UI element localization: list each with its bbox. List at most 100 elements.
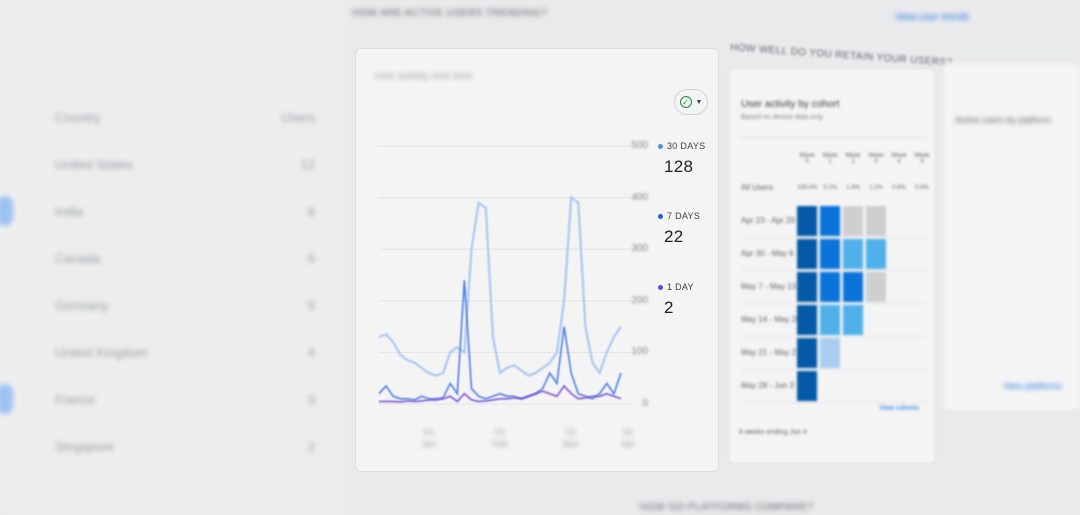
y-tick-label: 0 (642, 398, 648, 409)
series-line-7-days (378, 280, 622, 401)
cohort-cell[interactable] (843, 206, 863, 236)
section-title-platforms: How do platforms compare? (640, 502, 814, 513)
x-tick-day: 01 (623, 427, 634, 437)
sidebar-row-label: Canada (55, 251, 101, 266)
series-line-1-day (379, 384, 622, 403)
cohort-cell[interactable] (820, 338, 840, 368)
cohort-cell[interactable] (866, 239, 886, 269)
cohort-cell[interactable] (820, 206, 840, 236)
cohort-cell[interactable] (866, 206, 886, 236)
cohort-column-header: Week 4 (891, 153, 907, 165)
cohort-all-users-value: 3.1% (823, 185, 837, 191)
cohort-cell[interactable] (843, 272, 863, 302)
sidebar-row-label: Germany (55, 298, 109, 313)
legend-dot-icon (658, 144, 663, 150)
x-tick-label: 01 Apr (613, 426, 643, 450)
cohort-cell[interactable] (797, 371, 817, 401)
sidebar-indicator (0, 196, 13, 226)
cohort-column-header: Week 5 (914, 153, 930, 165)
sidebar-row[interactable]: Singapore 2 (55, 439, 315, 454)
cohort-subtitle: Based on device data only (741, 114, 824, 121)
cohort-footer: 6 weeks ending Jun 4 (739, 429, 807, 436)
sidebar-indicator (0, 384, 13, 414)
cohort-cell[interactable] (820, 239, 840, 269)
cohort-cell[interactable] (843, 305, 863, 335)
series-line-30-days (378, 195, 622, 377)
sidebar: Country Users United States 12 India 8 Canada 6… (0, 0, 345, 515)
y-tick-label: 200 (631, 294, 648, 306)
view-cohorts-link[interactable]: View cohorts (879, 405, 919, 412)
cohort-row-label: May 7 - May 13 (741, 282, 797, 291)
cohort-column-header: Week 0 (799, 153, 815, 165)
divider (741, 237, 926, 238)
cohort-cell[interactable] (820, 272, 840, 302)
legend-dot-icon (658, 214, 663, 220)
legend-label-text: 1 DAY (667, 282, 694, 292)
cohort-all-users-value: 1.1% (869, 185, 883, 191)
divider (741, 402, 926, 403)
x-tick-label: 01 Mar (556, 426, 586, 450)
sidebar-row-label: Singapore (55, 439, 115, 454)
sidebar-row-value: 6 (307, 251, 315, 266)
sidebar-row-label: India (55, 204, 84, 219)
sidebar-row[interactable]: United Kingdom 4 (55, 345, 315, 360)
check-circle-icon: ✓ (679, 96, 692, 108)
x-tick-label: 01 Feb (485, 426, 515, 450)
cohort-cell[interactable] (797, 206, 817, 236)
cohort-all-users-value: 0.6% (892, 185, 906, 191)
cohort-row-label: Apr 23 - Apr 29 (741, 216, 795, 225)
legend-item: 30 DAYS 128 (658, 141, 705, 177)
sidebar-row-label: United Kingdom (55, 345, 148, 360)
divider (741, 303, 926, 304)
cohort-column-header: Week 2 (845, 153, 861, 165)
cohort-cell[interactable] (866, 272, 886, 302)
cohort-cell[interactable] (843, 239, 863, 269)
chart-title: User activity over time (374, 71, 473, 82)
sidebar-row[interactable]: United States 12 (55, 157, 315, 172)
legend-dot-icon (658, 285, 663, 291)
legend-label-text: 7 DAYS (667, 211, 701, 221)
sidebar-row[interactable]: France 3 (0, 384, 315, 414)
sidebar-row-value: 8 (307, 204, 315, 219)
view-platforms-link[interactable]: View platforms (1003, 381, 1062, 391)
sidebar-row[interactable]: Country Users (55, 110, 315, 125)
legend-label: 7 DAYS (658, 211, 700, 221)
divider (741, 137, 926, 138)
sidebar-row-label: United States (55, 157, 134, 172)
line-chart (378, 145, 631, 405)
cohort-column-header: Week 3 (868, 153, 884, 165)
sidebar-row-value: 4 (307, 345, 315, 360)
legend-value: 2 (664, 298, 674, 317)
cohort-all-users-value: 100.0% (797, 185, 818, 191)
divider (741, 369, 926, 370)
legend-label: 1 DAY (658, 282, 694, 292)
sidebar-row[interactable]: Germany 5 (55, 298, 315, 313)
cohort-cell[interactable] (797, 239, 817, 269)
cohort-cell[interactable] (797, 338, 817, 368)
x-tick-day: 01 (423, 427, 434, 437)
x-tick-day: 01 (494, 427, 505, 437)
cohort-row-label: All Users (741, 183, 774, 192)
cohort-cell[interactable] (797, 272, 817, 302)
legend-value: 22 (664, 227, 684, 246)
y-tick-label: 400 (631, 191, 648, 203)
cohort-cell[interactable] (820, 305, 840, 335)
cohort-card: User activity by cohort Based on device … (728, 68, 936, 464)
x-tick-month: Feb (492, 439, 508, 449)
sidebar-row-label: France (55, 392, 96, 407)
comparison-dropdown[interactable]: ✓ ▼ (674, 89, 708, 115)
sidebar-row[interactable]: Canada 6 (55, 251, 315, 266)
x-tick-month: Jan (421, 439, 437, 449)
sidebar-row-value: 3 (307, 392, 315, 407)
sidebar-row-value: 2 (307, 439, 315, 454)
legend-item: 1 DAY 2 (658, 282, 694, 318)
y-tick-label: 100 (631, 346, 648, 358)
legend-value: 128 (664, 157, 694, 176)
view-user-trends-link[interactable]: View user trends (895, 12, 970, 23)
cohort-all-users-value: 1.4% (846, 185, 860, 191)
legend-item: 7 DAYS 22 (658, 211, 700, 247)
cohort-cell[interactable] (797, 305, 817, 335)
legend-label-text: 30 DAYS (667, 141, 706, 151)
y-tick-label: 500 (631, 140, 648, 151)
sidebar-row[interactable]: India 8 (0, 196, 315, 226)
